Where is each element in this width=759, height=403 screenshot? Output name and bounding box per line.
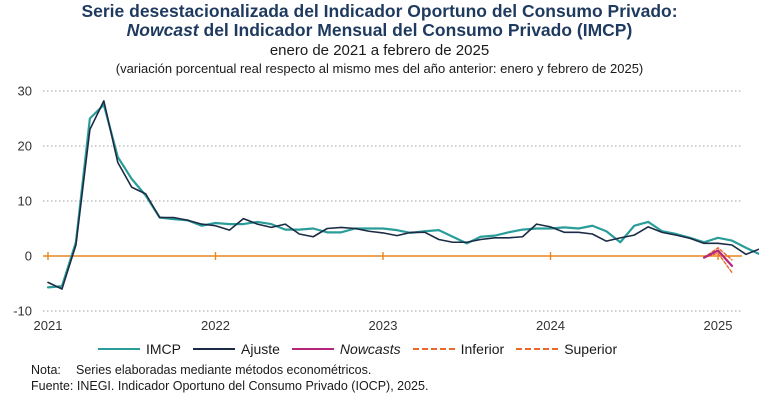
legend-item-inferior: Inferior (412, 341, 505, 357)
title-line2-rest: del Indicador Mensual del Consumo Privad… (198, 20, 633, 40)
y-tick-label: 10 (18, 194, 32, 209)
legend-item-ajuste: Ajuste (193, 341, 280, 357)
x-tick-label: 2021 (34, 318, 63, 333)
footnote-label: Nota: (31, 363, 61, 377)
title-nowcast-word: Nowcast (126, 20, 199, 40)
footnote: Nota: Series elaboradas mediante métodos … (31, 362, 371, 378)
x-tick-label: 2025 (704, 318, 733, 333)
y-tick-label: -10 (13, 304, 32, 319)
chart-legend: IMCP Ajuste Nowcasts Inferior Superior (98, 341, 629, 357)
series-line-ajuste (47, 100, 759, 290)
legend-label-inferior: Inferior (460, 341, 505, 357)
x-tick-label: 2022 (201, 318, 230, 333)
y-tick-label: 0 (25, 249, 32, 264)
chart-title-line1: Serie desestacionalizada del Indicador O… (81, 1, 678, 21)
legend-item-superior: Superior (516, 341, 617, 357)
x-tick-label: 2024 (536, 318, 565, 333)
series-line-nowcasts (702, 249, 734, 267)
source-note: Fuente: INEGI. Indicador Oportuno del Co… (31, 379, 429, 393)
y-tick-label: 30 (18, 84, 32, 99)
legend-swatch-ajuste (193, 348, 235, 350)
chart-subtitle-units: (variación porcentual real respecto al m… (115, 61, 644, 76)
grid-lines (43, 90, 742, 312)
x-axis: 2021 2022 2023 2024 2025 (34, 252, 742, 333)
footnote-text: Series elaboradas mediante métodos econo… (76, 363, 372, 377)
legend-label-imcp: IMCP (146, 341, 181, 357)
series-line-imcp (46, 103, 759, 289)
legend-item-imcp: IMCP (98, 341, 181, 357)
legend-swatch-nowcasts (291, 348, 334, 350)
x-tick-label: 2023 (369, 318, 398, 333)
legend-swatch-superior (516, 348, 559, 350)
legend-swatch-inferior (412, 348, 455, 350)
series-group (46, 100, 759, 290)
legend-label-ajuste: Ajuste (241, 341, 280, 357)
legend-swatch-imcp (98, 348, 140, 350)
y-axis-ticks: 30 20 10 0 -10 (13, 84, 32, 319)
chart-title-line2: Nowcast del Indicador Mensual del Consum… (0, 20, 759, 40)
y-tick-label: 20 (18, 139, 32, 154)
chart-subtitle: enero de 2021 a febrero de 2025 (269, 42, 490, 59)
legend-label-nowcasts: Nowcasts (339, 341, 401, 357)
legend-label-superior: Superior (564, 341, 618, 357)
legend-item-nowcasts: Nowcasts (291, 341, 401, 357)
